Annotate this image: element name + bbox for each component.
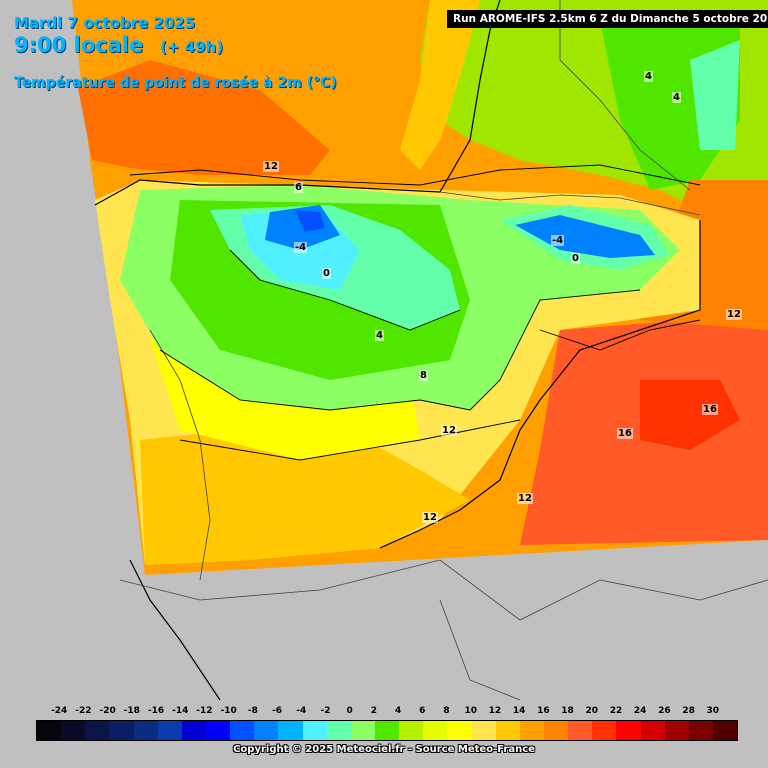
legend-swatch: [374, 721, 400, 740]
legend-tick: 0: [346, 706, 353, 716]
legend-swatch: [157, 721, 182, 740]
legend-swatch: [543, 721, 569, 740]
legend-tick: 16: [537, 706, 550, 716]
legend-tick: -4: [296, 706, 307, 716]
balearic-warm: [640, 380, 740, 450]
forecast-offset: (+ 49h): [160, 38, 224, 56]
legend-tick: -8: [247, 706, 258, 716]
parameter-title: Température de point de rosée à 2m (°C): [14, 75, 337, 91]
contour-label-12: 12: [517, 493, 533, 504]
legend-swatch: [254, 721, 279, 740]
legend-swatch: [592, 721, 617, 740]
contour-label-4: 4: [375, 330, 384, 341]
legend-swatch: [205, 721, 231, 740]
legend-tick: -20: [99, 706, 116, 716]
legend-swatch: [181, 721, 206, 740]
legend-tick: 30: [706, 706, 720, 716]
contour-label-12: 12: [726, 309, 742, 320]
legend-swatch: [61, 721, 86, 740]
legend-tick: 4: [394, 706, 402, 716]
legend-tick: 18: [561, 706, 574, 716]
legend-swatch: [640, 721, 665, 740]
contours: [129, 164, 701, 461]
legend-tick: -14: [172, 706, 189, 716]
run-banner: Run AROME-IFS 2.5km 6 Z du Dimanche 5 oc…: [447, 10, 768, 28]
legend-tick: 28: [682, 706, 695, 716]
legend-swatch: [447, 721, 472, 740]
legend-tick: 22: [609, 706, 623, 716]
france-west-yellow: [400, 0, 480, 170]
legend-tick: -18: [123, 706, 140, 716]
forecast-local-time: 9:00 locale: [14, 33, 144, 57]
alps-cool: [690, 40, 740, 150]
legend-swatch: [85, 721, 110, 740]
legend-swatch: [37, 721, 62, 740]
legend-tick: 14: [512, 706, 526, 716]
legend-tick: 2: [370, 706, 378, 716]
legend-tick: 20: [585, 706, 599, 716]
legend-swatch: [133, 721, 158, 740]
legend-swatch: [109, 721, 134, 740]
legend-tick: -6: [272, 706, 283, 716]
legend-tick: -2: [320, 706, 331, 716]
legend-ticks: -24 -22 -20 -18 -16 -14 -12 -10 -8 -6 -4 -2 0 2 4 6 8 10 1…: [24, 706, 744, 718]
borders: [119, 0, 768, 701]
legend-tick: 6: [419, 706, 426, 716]
legend-swatch: [616, 721, 641, 740]
legend-tick: -24: [51, 706, 68, 716]
contour-label-0: 0: [571, 253, 580, 264]
legend-swatch: [350, 721, 375, 740]
legend-swatch: [278, 721, 303, 740]
contour-label-6: 6: [294, 182, 303, 193]
legend-tick: -12: [196, 706, 213, 716]
contour-label-minus4: -4: [551, 235, 565, 246]
legend-tick: -16: [147, 706, 165, 716]
iberia-south-orange: [140, 420, 470, 565]
forecast-date: Mardi 7 octobre 2025: [14, 14, 196, 32]
darkblue-core-west: [295, 210, 325, 232]
blue-core-east: [515, 215, 655, 258]
legend-swatch: [495, 721, 520, 740]
contour-label-12: 12: [422, 512, 438, 523]
legend-swatch: [230, 721, 255, 740]
legend-swatch: [712, 721, 738, 740]
legend-swatch: [423, 721, 448, 740]
contour-label-4: 4: [672, 92, 681, 103]
legend-swatch: [688, 721, 713, 740]
contour-label-4: 4: [644, 71, 653, 82]
color-legend: [36, 720, 738, 741]
contour-label-8: 8: [419, 370, 428, 381]
coastlines: [94, 0, 701, 701]
legend-tick: -10: [220, 706, 237, 716]
legend-swatch: [519, 721, 544, 740]
legend-tick: 12: [488, 706, 502, 716]
copyright-notice: Copyright © 2025 Meteociel.fr - Source M…: [233, 744, 535, 755]
contour-label-16: 16: [702, 404, 718, 415]
biscay-sea: [78, 60, 330, 175]
legend-tick: 10: [464, 706, 477, 716]
legend-swatch: [326, 721, 351, 740]
contour-label-0: 0: [322, 268, 331, 279]
legend-swatch: [302, 721, 327, 740]
legend-swatch: [471, 721, 496, 740]
contour-label-12: 12: [441, 425, 457, 436]
contour-label-minus4: -4: [294, 242, 308, 253]
contour-label-16: 16: [617, 428, 633, 439]
legend-swatch: [568, 721, 593, 740]
legend-tick: 24: [633, 706, 647, 716]
legend-tick: 26: [658, 706, 671, 716]
legend-swatch: [399, 721, 424, 740]
legend-tick: -22: [75, 706, 92, 716]
contour-label-12: 12: [263, 161, 279, 172]
legend-tick: 8: [443, 706, 450, 716]
legend-swatch: [664, 721, 689, 740]
